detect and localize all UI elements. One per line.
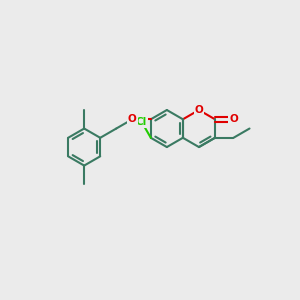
Text: O: O	[195, 105, 203, 115]
Text: O: O	[128, 114, 137, 124]
Text: O: O	[229, 114, 238, 124]
Text: Cl: Cl	[136, 117, 147, 127]
